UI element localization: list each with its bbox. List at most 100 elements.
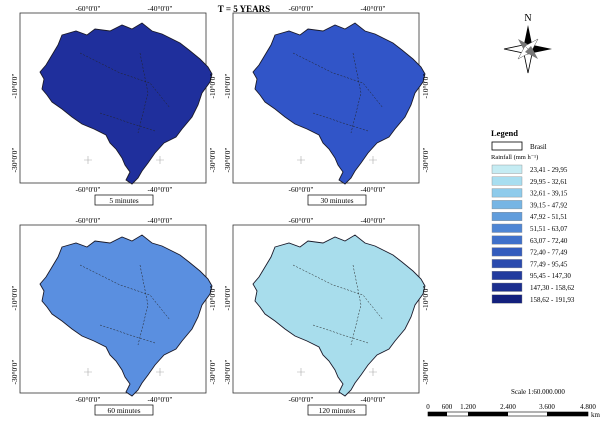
scale-bar-segment (468, 412, 508, 416)
longitude-label: -40°0'0" (361, 185, 386, 194)
latitude-label: -30°0'0" (208, 360, 217, 385)
latitude-label: -10°0'0" (10, 74, 19, 99)
legend-boundary-swatch (491, 141, 523, 151)
legend-swatch (491, 235, 523, 245)
caption-box (94, 194, 154, 206)
legend-class-label: 47,92 - 51,51 (530, 213, 568, 221)
longitude-label: -60°0'0" (289, 216, 314, 225)
graticule-cross (297, 368, 305, 376)
latitude-label: -10°0'0" (223, 74, 232, 99)
legend-swatch (491, 211, 523, 221)
latitude-label: -10°0'0" (208, 286, 217, 311)
legend-swatch (491, 188, 523, 198)
latitude-label: -30°0'0" (421, 148, 430, 173)
panel-caption: 60 minutes (107, 406, 140, 415)
longitude-label: -60°0'0" (76, 4, 101, 13)
panel-caption: 5 minutes (109, 196, 138, 205)
graticule-cross (156, 156, 164, 164)
scale-tick-label: 4.800 (580, 403, 596, 411)
graticule-cross (369, 156, 377, 164)
map-panel: -60°0'0" -40°0'0" -60°0'0" -40°0'0" -10°0'0"… (10, 216, 217, 416)
legend-swatch (491, 176, 523, 186)
state-borders (79, 264, 171, 346)
longitude-label: -40°0'0" (361, 395, 386, 404)
legend-swatch (491, 282, 523, 292)
longitude-label: -40°0'0" (148, 4, 173, 13)
latitude-label: -30°0'0" (208, 148, 217, 173)
legend-boundary-label: Brasil (530, 143, 547, 151)
longitude-label: -60°0'0" (289, 185, 314, 194)
graticule-cross (156, 368, 164, 376)
legend-rainfall-label: Rainfall (mm h⁻¹) (491, 154, 538, 161)
legend-classes: 23,41 - 29,95 29,95 - 32,61 32,61 - 39,15 3… (491, 164, 575, 304)
latitude-label: -30°0'0" (421, 360, 430, 385)
legend-swatch (491, 164, 523, 174)
scale-tick-label: 2.400 (500, 403, 516, 411)
longitude-label: -40°0'0" (361, 216, 386, 225)
scale-tick-label: 600 (442, 403, 453, 411)
legend-class-label: 39,15 - 47,92 (530, 201, 568, 209)
map-panel: -60°0'0" -40°0'0" -60°0'0" -40°0'0" -10°0'0"… (223, 216, 430, 416)
legend-swatch (491, 271, 523, 280)
latitude-label: -30°0'0" (223, 148, 232, 173)
legend-class-label: 23,41 - 29,95 (530, 166, 568, 174)
latitude-label: -10°0'0" (208, 74, 217, 99)
north-arrow (503, 25, 552, 74)
longitude-label: -60°0'0" (76, 216, 101, 225)
legend-swatch (491, 223, 523, 233)
longitude-label: -40°0'0" (148, 216, 173, 225)
caption-box (307, 404, 367, 416)
north-label: N (524, 13, 531, 24)
scale-bar-segment (547, 412, 588, 416)
longitude-label: -40°0'0" (148, 395, 173, 404)
legend-title: Legend (491, 128, 518, 138)
latitude-label: -10°0'0" (10, 286, 19, 311)
legend-class-label: 32,61 - 39,15 (530, 190, 568, 198)
latitude-label: -10°0'0" (421, 286, 430, 311)
latitude-label: -30°0'0" (223, 360, 232, 385)
legend-class-label: 72,40 - 77,49 (530, 249, 568, 257)
legend-class-label: 29,95 - 32,61 (530, 178, 568, 186)
scale-text: Scale 1:60.000.000 (511, 388, 565, 396)
graticule-cross (84, 368, 92, 376)
graticule-cross (369, 368, 377, 376)
panel-caption: 30 minutes (320, 196, 353, 205)
graticule-cross (84, 156, 92, 164)
legend-swatch (491, 200, 523, 210)
state-borders (79, 52, 171, 134)
scale-tick-label: 1.200 (460, 403, 476, 411)
state-borders (292, 52, 384, 134)
legend-class-label: 95,45 - 147,30 (530, 272, 571, 280)
scale-tick-label: 0 (426, 403, 430, 411)
legend-swatch (491, 259, 523, 269)
latitude-label: -30°0'0" (10, 360, 19, 385)
legend-swatch (491, 294, 523, 304)
legend-class-label: 77,49 - 95,45 (530, 260, 568, 268)
latitude-label: -10°0'0" (421, 74, 430, 99)
legend-class-label: 63,07 - 72,40 (530, 237, 568, 245)
caption-box (94, 404, 154, 416)
legend-class-label: 51,51 - 63,07 (530, 225, 568, 233)
latitude-label: -30°0'0" (10, 148, 19, 173)
state-borders (292, 264, 384, 346)
legend-swatch (491, 247, 523, 257)
scale-tick-label: 3.600 (539, 403, 555, 411)
scale-unit: km (591, 411, 600, 419)
longitude-label: -60°0'0" (76, 395, 101, 404)
map-panel: -60°0'0" -40°0'0" -60°0'0" -40°0'0" -10°0'0"… (10, 4, 217, 206)
legend-class-label: 158,62 - 191,93 (530, 296, 575, 304)
figure-title: T = 5 YEARS (218, 4, 270, 14)
longitude-label: -60°0'0" (76, 185, 101, 194)
panel-caption: 120 minutes (319, 406, 356, 415)
map-panel: -60°0'0" -40°0'0" -60°0'0" -40°0'0" -10°0'0"… (223, 4, 430, 206)
longitude-label: -60°0'0" (289, 4, 314, 13)
scale-bar-segment (428, 412, 447, 416)
longitude-label: -40°0'0" (148, 185, 173, 194)
longitude-label: -60°0'0" (289, 395, 314, 404)
caption-box (307, 194, 367, 206)
graticule-cross (297, 156, 305, 164)
latitude-label: -10°0'0" (223, 286, 232, 311)
longitude-label: -40°0'0" (361, 4, 386, 13)
